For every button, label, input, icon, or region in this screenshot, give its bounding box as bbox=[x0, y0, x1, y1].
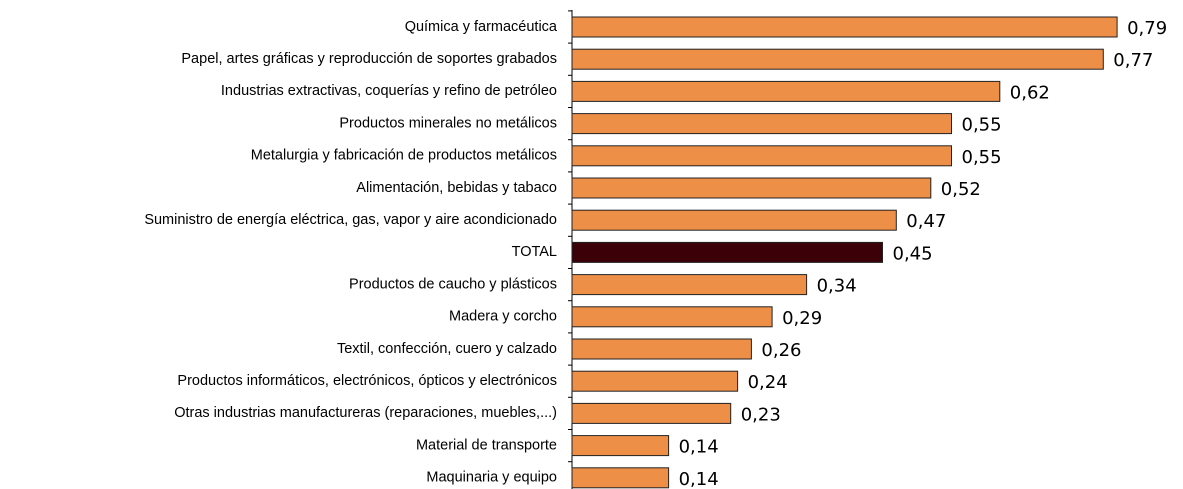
bar bbox=[571, 241, 883, 263]
bar bbox=[571, 370, 739, 392]
y-tick-label: Madera y corcho bbox=[449, 309, 557, 325]
bar bbox=[571, 435, 670, 457]
bar bbox=[571, 177, 932, 199]
data-label: 0,29 bbox=[782, 308, 822, 329]
data-label: 0,34 bbox=[817, 276, 857, 297]
y-tick-label: Material de transporte bbox=[416, 437, 557, 453]
data-label: 0,77 bbox=[1113, 50, 1153, 71]
y-tick-label: Productos de caucho y plásticos bbox=[349, 276, 557, 292]
bar bbox=[571, 80, 1001, 102]
data-label: 0,14 bbox=[679, 469, 719, 489]
y-tick-label: Otras industrias manufactureras (reparac… bbox=[174, 405, 557, 421]
y-tick-label: Productos minerales no metálicos bbox=[339, 115, 557, 131]
bar bbox=[571, 113, 952, 135]
y-tick-label: Química y farmacéutica bbox=[405, 19, 558, 35]
bar bbox=[571, 402, 732, 424]
bar bbox=[571, 306, 773, 328]
bar bbox=[571, 16, 1118, 38]
data-label: 0,45 bbox=[893, 243, 933, 264]
data-label: 0,26 bbox=[761, 340, 801, 361]
bar bbox=[571, 467, 670, 489]
y-tick-label: TOTAL bbox=[512, 244, 557, 260]
y-tick-label: Metalurgia y fabricación de productos me… bbox=[251, 148, 557, 164]
y-tick-label: Alimentación, bebidas y tabaco bbox=[356, 180, 557, 196]
bar bbox=[571, 274, 808, 296]
data-label: 0,47 bbox=[906, 211, 946, 232]
y-tick-label: Industrias extractivas, coquerías y refi… bbox=[221, 83, 557, 99]
data-label: 0,79 bbox=[1127, 18, 1167, 39]
data-label: 0,24 bbox=[748, 372, 788, 393]
data-label: 0,52 bbox=[941, 179, 981, 200]
data-label: 0,14 bbox=[679, 437, 719, 458]
bar bbox=[571, 48, 1104, 70]
y-tick-label: Productos informáticos, electrónicos, óp… bbox=[177, 373, 557, 389]
data-label: 0,55 bbox=[962, 147, 1002, 168]
bar bbox=[571, 338, 752, 360]
data-label: 0,23 bbox=[741, 404, 781, 425]
bar bbox=[571, 209, 897, 231]
y-tick-label: Papel, artes gráficas y reproducción de … bbox=[181, 51, 557, 67]
y-tick-label: Maquinaria y equipo bbox=[426, 470, 557, 486]
data-label: 0,62 bbox=[1010, 82, 1050, 103]
data-label: 0,55 bbox=[962, 115, 1002, 136]
bar bbox=[571, 145, 952, 167]
y-tick-label: Suministro de energía eléctrica, gas, va… bbox=[144, 212, 557, 228]
y-tick-label: Textil, confección, cuero y calzado bbox=[337, 341, 557, 357]
